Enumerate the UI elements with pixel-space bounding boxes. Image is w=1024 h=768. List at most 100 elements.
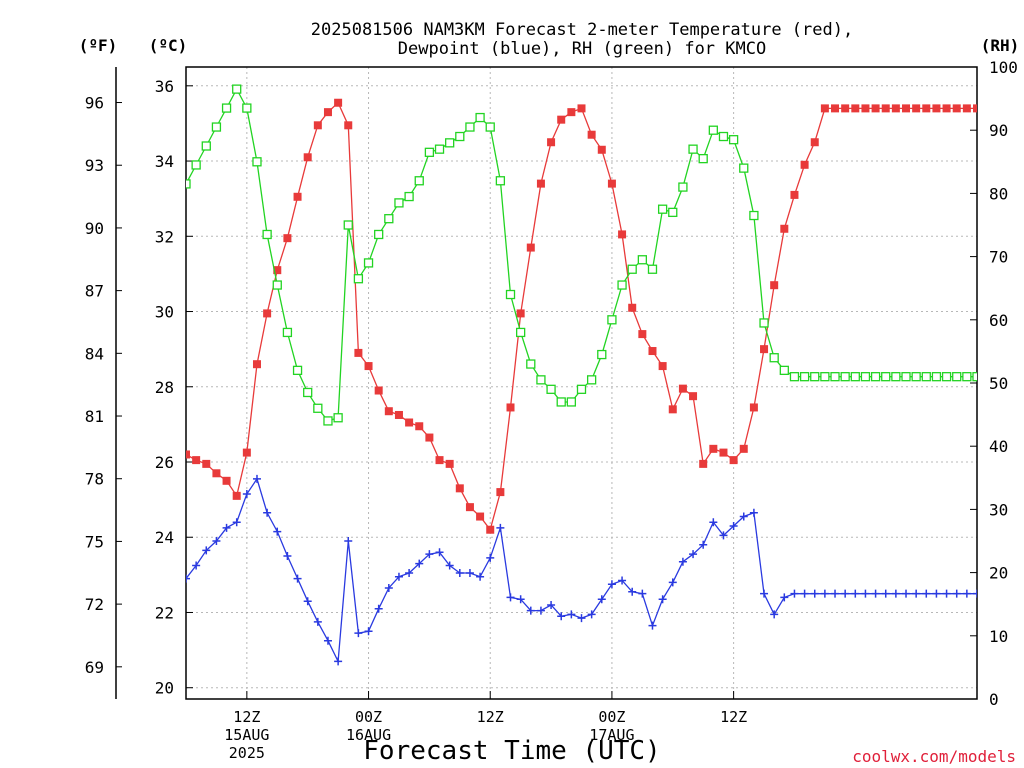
rh-point <box>576 384 587 394</box>
dewpoint-point <box>273 527 282 536</box>
rh-point <box>597 349 607 360</box>
dewpoint-point <box>648 621 657 630</box>
dewpoint-point <box>749 508 758 517</box>
chart-title-line1: 2025081506 NAM3KM Forecast 2-meter Tempe… <box>311 20 853 40</box>
temperature-point <box>323 108 332 117</box>
dewpoint-point <box>871 589 880 598</box>
x-tick-label: 00Z <box>598 708 625 726</box>
rh-point <box>252 157 262 167</box>
rh-point <box>384 214 394 224</box>
celsius-tick-label: 32 <box>155 227 174 246</box>
rh-point <box>647 264 658 274</box>
x-tick-label: 12Z <box>477 708 504 726</box>
rh-point <box>769 353 779 363</box>
temperature-point <box>374 386 383 395</box>
temperature-point <box>486 525 495 534</box>
rh-point <box>779 365 789 376</box>
temperature-point <box>455 484 464 493</box>
rh-point <box>688 144 698 154</box>
temperature-point <box>841 104 850 113</box>
temperature-point <box>678 384 687 393</box>
x-tick-label: 16AUG <box>346 726 391 744</box>
dewpoint-point <box>313 617 322 626</box>
temperature-point <box>222 476 231 485</box>
x-tick-label: 2025 <box>229 744 265 762</box>
dewpoint-point <box>405 568 414 577</box>
fahrenheit-tick-label: 84 <box>85 344 104 363</box>
x-tick-label: 00Z <box>355 708 382 726</box>
series-group <box>186 84 977 666</box>
temperature-point <box>415 422 424 431</box>
rh-point <box>586 375 597 385</box>
rh-point <box>657 204 668 214</box>
dewpoint-point <box>303 597 312 606</box>
grid-lines <box>186 67 977 699</box>
temperature-point <box>313 121 322 130</box>
rh-point <box>303 387 313 398</box>
dewpoint-point <box>739 512 748 521</box>
temperature-point <box>577 104 586 113</box>
rh-point <box>363 258 374 268</box>
temperature-point <box>658 362 667 371</box>
rh-point <box>870 372 881 382</box>
dewpoint-point <box>891 589 900 598</box>
dewpoint-point <box>455 568 464 577</box>
fahrenheit-tick-label: 96 <box>85 94 104 113</box>
dewpoint-point <box>709 518 718 527</box>
fahrenheit-tick-label: 72 <box>85 595 104 614</box>
dewpoint-point <box>942 589 951 598</box>
temperature-point <box>263 309 272 318</box>
rh-point <box>186 179 191 189</box>
rh-point <box>282 327 293 338</box>
dewpoint-point <box>780 593 789 602</box>
rh-point <box>495 176 506 186</box>
dewpoint-point <box>293 574 302 583</box>
temperature-point <box>435 456 444 465</box>
celsius-tick-label: 20 <box>155 679 174 698</box>
temperature-point <box>790 190 799 199</box>
temperature-point <box>354 348 363 357</box>
dewpoint-point <box>384 584 393 593</box>
fahrenheit-tick-label: 69 <box>85 658 104 677</box>
rh-tick-label: 70 <box>989 248 1008 267</box>
dewpoint-point <box>364 627 373 636</box>
temperature-point <box>851 104 860 113</box>
dewpoint-point <box>344 537 353 545</box>
temperature-point <box>780 224 789 233</box>
rh-point <box>911 372 921 382</box>
temperature-point <box>252 360 261 369</box>
rh-point <box>292 365 303 376</box>
temperature-point <box>273 266 282 275</box>
rh-point <box>698 153 708 164</box>
dewpoint-point <box>597 595 606 604</box>
dewpoint-point <box>881 589 890 598</box>
rh-tick-label: 40 <box>989 437 1008 456</box>
dewpoint-point <box>932 589 941 598</box>
temperature-point <box>607 179 616 188</box>
temperature-point <box>344 121 353 130</box>
dewpoint-point <box>699 540 708 549</box>
dewpoint-point <box>242 489 251 498</box>
rh-point <box>810 372 820 382</box>
unit-celsius-label: (ºC) <box>149 36 188 55</box>
dewpoint-point <box>760 589 769 598</box>
temperature-point <box>628 303 637 312</box>
rh-point <box>424 147 435 157</box>
temperature-point <box>547 138 556 147</box>
dewpoint-point <box>638 589 647 598</box>
rh-point <box>850 372 860 382</box>
temperature-line <box>186 101 977 532</box>
unit-fahrenheit-label: (ºF) <box>79 36 118 55</box>
dewpoint-point <box>689 550 698 559</box>
rh-tick-label: 100 <box>989 58 1018 77</box>
dewpoint-point <box>496 523 505 532</box>
dewpoint-line <box>186 477 977 664</box>
temperature-point <box>932 104 941 113</box>
temperature-point <box>810 138 819 147</box>
temperature-point <box>922 104 931 113</box>
temperature-point <box>192 456 201 465</box>
temperature-point <box>425 433 434 442</box>
rh-point <box>485 122 495 132</box>
rh-point <box>505 289 516 300</box>
